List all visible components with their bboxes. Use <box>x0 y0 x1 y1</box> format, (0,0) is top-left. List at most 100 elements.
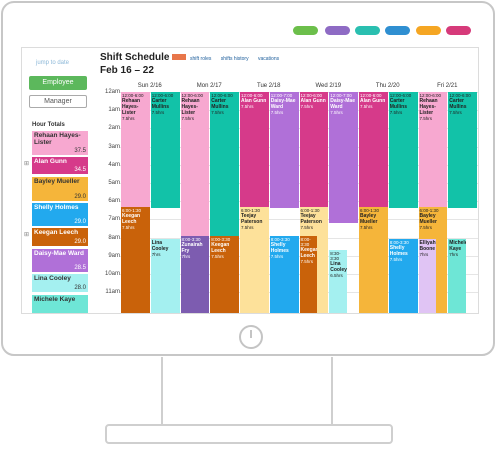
day-header: Wed 2/19 <box>315 83 342 89</box>
shift-name: Carter Mullins <box>211 98 229 110</box>
expand-icon[interactable]: ⊞ <box>24 161 30 167</box>
shift-hrs: 7.5hrs <box>449 110 462 115</box>
hour-gridline <box>120 146 478 148</box>
time-label: 6am <box>108 198 120 205</box>
employee-card[interactable]: Rehaan Hayes-Lister 37.5 <box>32 131 88 156</box>
shift-time: 12:00-6:00 <box>241 93 263 98</box>
shift-block[interactable]: Elliyah Boone 7hrs <box>418 239 436 313</box>
shift-hrs: 7.5hrs <box>300 224 314 230</box>
shift-block[interactable]: 6:00-1:30 Bayley Mueller 7.5hrs <box>359 206 388 313</box>
header-links: shift roles shifts history vacations <box>190 56 287 62</box>
employee-name: Bayley Mueller <box>34 178 80 185</box>
time-label: 5am <box>108 180 120 186</box>
shift-time: 12:00-6:00 <box>211 93 233 98</box>
hour-gridline <box>120 201 478 203</box>
shift-hrs: 7.5hrs <box>241 104 254 109</box>
shift-block[interactable]: 12:00-6:00 Carter Mullins 7.5hrs <box>210 92 239 238</box>
shift-roles-link[interactable]: shift roles <box>190 56 212 62</box>
employee-card[interactable]: Keegan Leech 29.0 <box>32 228 88 247</box>
time-label: 7am <box>108 216 120 223</box>
shift-hrs: 7.5hrs <box>122 116 135 121</box>
shift-block[interactable]: 12:00-6:00 Rehaan Hayes-Lister 7.5hrs <box>180 92 210 238</box>
vacations-link[interactable]: vacations <box>257 56 280 62</box>
hour-gridline <box>120 237 478 239</box>
hour-totals-heading: Hour Totals <box>32 122 65 128</box>
employee-card[interactable]: Lina Cooley 28.0 <box>32 274 88 293</box>
shift-time: 8:30-3:30 <box>330 251 341 262</box>
shifts-history-link[interactable]: shifts history <box>220 56 249 62</box>
shift-name: Lina Cooley <box>151 240 169 253</box>
shift-block[interactable]: 12:00-6:00 Alan Gunn 7.5hrs <box>299 92 329 209</box>
shift-block[interactable]: 6:00-1:30 Teejay Paterson 7.5hrs <box>240 206 269 313</box>
shift-time: 8:00-3:30 <box>300 236 311 247</box>
hour-gridline <box>120 274 478 275</box>
monitor-frame: jump to date Employee Manager Hour Total… <box>1 1 495 356</box>
shift-name: Alan Gunn <box>241 98 267 104</box>
shift-name: Elliyah Boone <box>419 240 436 253</box>
shift-block[interactable]: 12:00-6:00 Carter Mullins 7.5hrs <box>388 92 418 209</box>
jump-to-date-link[interactable]: jump to date <box>36 60 70 66</box>
shift-name: Lina Cooley <box>330 261 347 274</box>
shift-block[interactable]: 12:00-6:00 Rehaan Hayes-Lister 7.5hrs <box>418 92 448 209</box>
color-swatch-3 <box>355 26 380 35</box>
shift-time: 12:00-6:00 <box>181 93 204 98</box>
shift-block[interactable]: 8:30-3:30 Lina Cooley 6.5hrs <box>329 250 347 313</box>
shift-block[interactable]: 12:00-7:00 Daisy-Mae Ward 7.5hrs <box>329 92 358 224</box>
day-header: Thu 2/20 <box>375 83 400 89</box>
shift-hrs: 7.5hrs <box>211 253 224 259</box>
time-label: 11am <box>105 289 120 296</box>
shift-block[interactable]: 6:00-1:30 Keegan Leech 7.5hrs <box>121 206 150 313</box>
hour-gridline <box>120 110 478 112</box>
employee-name: Rehaan Hayes-Lister <box>34 132 81 146</box>
employee-hours: 29.0 <box>74 239 86 245</box>
shift-block[interactable]: 12:00-6:00 Alan Gunn 7.5hrs <box>359 92 388 209</box>
date-range: Feb 16 – 22 <box>100 65 154 76</box>
monitor-stand <box>161 357 333 427</box>
shift-block[interactable]: 12:00-6:00 Rehaan Hayes-Lister 7.5hrs <box>121 92 150 209</box>
employee-card[interactable]: Alan Gunn 34.5 <box>32 157 88 175</box>
expand-icon[interactable]: ⊞ <box>24 232 30 238</box>
shift-block[interactable]: 8:00-3:30 Shelly Holmes 7.5hrs <box>388 239 418 313</box>
color-swatch-6 <box>446 26 471 35</box>
shift-time: 12:00-6:00 <box>419 93 442 98</box>
shift-block[interactable]: 8:00-3:30 Zunairah Fry 7hrs <box>180 235 210 313</box>
shift-block[interactable]: 12:00-6:00 Alan Gunn 7.5hrs <box>240 92 269 209</box>
shift-name: Carter Mullins <box>449 98 467 110</box>
hour-gridline <box>120 219 478 221</box>
time-label: 3am <box>108 143 120 150</box>
shift-time: 12:00-7:00 <box>270 93 293 98</box>
day-header: Mon 2/17 <box>196 83 222 89</box>
shift-hrs: 7.5hrs <box>181 116 195 121</box>
shift-name: Keegan Leech <box>300 246 317 259</box>
shift-time: 12:00-6:00 <box>151 93 174 98</box>
day-header: Tue 2/18 <box>257 83 281 89</box>
color-swatch-4 <box>385 26 410 35</box>
shift-hrs: 7.5hrs <box>241 224 254 230</box>
shift-block[interactable]: 8:00-3:30 Shelly Holmes 7.5hrs <box>269 235 299 313</box>
hour-gridline <box>120 255 478 257</box>
color-swatch-1 <box>293 26 318 35</box>
app-screen: jump to date Employee Manager Hour Total… <box>21 47 479 314</box>
shift-block[interactable]: 12:00-7:00 Daisy-Mae Ward 7.5hrs <box>269 92 299 209</box>
employee-button[interactable]: Employee <box>29 76 87 90</box>
shift-block[interactable]: Lina Cooley 7hrs <box>150 239 180 313</box>
shift-name: Rehaan Hayes-Lister <box>181 98 200 116</box>
shift-block[interactable]: 12:00-6:00 Carter Mullins 7.5hrs <box>150 92 180 209</box>
employee-card[interactable]: Bayley Mueller 29.0 <box>32 177 88 202</box>
employee-card[interactable]: Shelly Holmes 29.0 <box>32 203 88 227</box>
shift-hrs: 7.5hrs <box>330 110 343 115</box>
shift-hrs: 7.5hrs <box>389 257 403 263</box>
shift-hrs: 7.5hrs <box>270 253 284 259</box>
shift-time: 6:00-1:30 <box>241 207 261 213</box>
shift-name: Teejay Paterson <box>241 212 263 225</box>
color-swatch-2 <box>325 26 350 35</box>
shift-time: 12:00-6:00 <box>360 93 382 98</box>
employee-card[interactable]: Daisy-Mae Ward 28.5 <box>32 249 88 273</box>
manager-button[interactable]: Manager <box>29 95 87 108</box>
employee-card[interactable]: Michele Kaye <box>32 295 88 313</box>
shift-block[interactable]: 12:00-6:00 Carter Mullins 7.5hrs <box>448 92 477 209</box>
shift-hrs: 7.5hrs <box>211 110 224 115</box>
